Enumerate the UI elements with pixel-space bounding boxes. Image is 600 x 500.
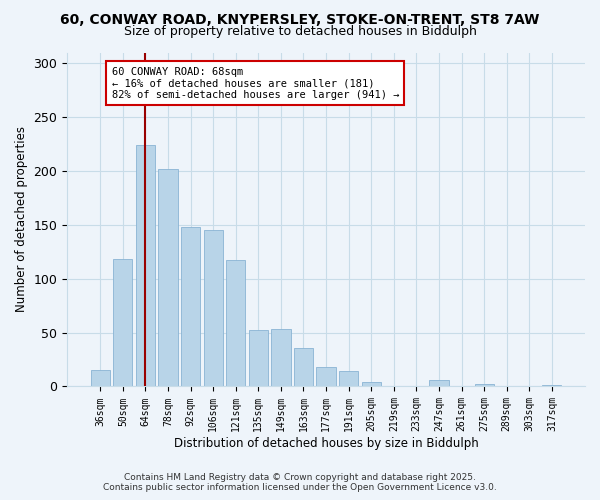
Text: 60, CONWAY ROAD, KNYPERSLEY, STOKE-ON-TRENT, ST8 7AW: 60, CONWAY ROAD, KNYPERSLEY, STOKE-ON-TR… [61, 12, 539, 26]
Bar [136, 145, 155, 386]
Bar [475, 384, 494, 386]
Bar [430, 380, 449, 386]
Bar [226, 260, 245, 386]
X-axis label: Distribution of detached houses by size in Biddulph: Distribution of detached houses by size … [174, 437, 478, 450]
Bar [91, 370, 110, 386]
Bar [158, 169, 178, 386]
Bar [362, 382, 381, 386]
Y-axis label: Number of detached properties: Number of detached properties [15, 126, 28, 312]
Text: Contains HM Land Registry data © Crown copyright and database right 2025.
Contai: Contains HM Land Registry data © Crown c… [103, 473, 497, 492]
Bar [249, 330, 268, 386]
Bar [181, 227, 200, 386]
Bar [294, 348, 313, 387]
Bar [271, 330, 290, 386]
Bar [339, 372, 358, 386]
Bar [316, 367, 335, 386]
Text: 60 CONWAY ROAD: 68sqm
← 16% of detached houses are smaller (181)
82% of semi-det: 60 CONWAY ROAD: 68sqm ← 16% of detached … [112, 66, 399, 100]
Bar [113, 260, 133, 386]
Bar [203, 230, 223, 386]
Text: Size of property relative to detached houses in Biddulph: Size of property relative to detached ho… [124, 25, 476, 38]
